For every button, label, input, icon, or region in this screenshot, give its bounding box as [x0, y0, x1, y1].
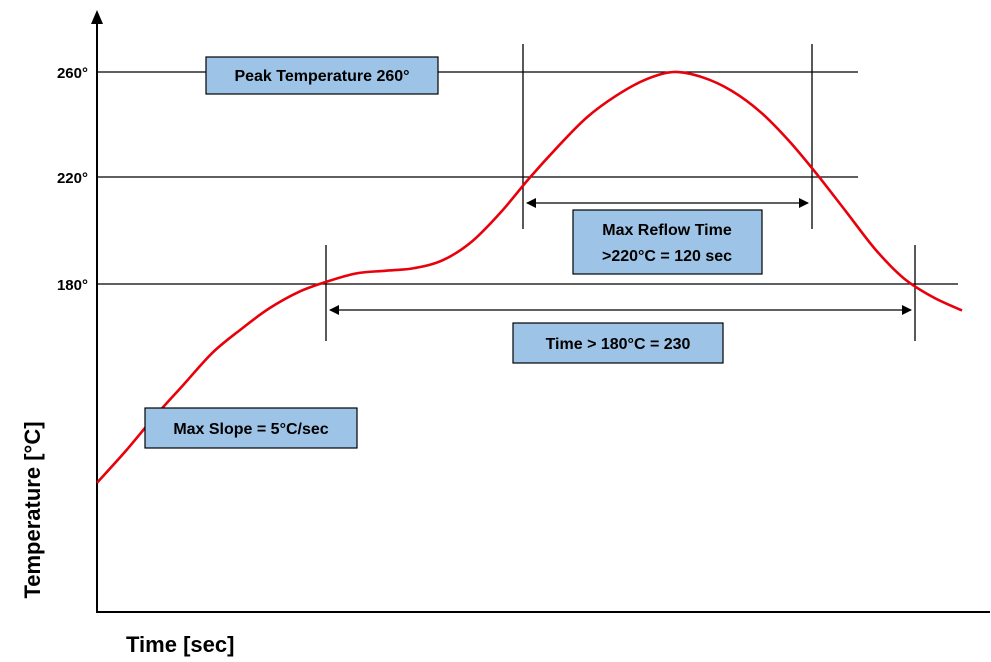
max-reflow-time-label-line2: >220°C = 120 sec [602, 248, 732, 265]
y-tick-label-220: 220° [57, 170, 88, 187]
max-reflow-time-annotation: Max Reflow Time >220°C = 120 sec [572, 209, 763, 275]
max-slope-box [144, 407, 358, 449]
max-reflow-time-label-line1: Max Reflow Time [602, 222, 732, 239]
temperature-profile-line [96, 70, 963, 484]
time-above-180-box [512, 322, 724, 364]
y-tick-label-260: 260° [57, 65, 88, 82]
y-tick-label-180: 180° [57, 277, 88, 294]
peak-temperature-box [205, 56, 439, 95]
time-above-180-label: Time > 180°C = 230 [546, 336, 691, 353]
max-slope-label: Max Slope = 5°C/sec [173, 421, 328, 438]
x-axis-title: Time [sec] [126, 632, 234, 657]
peak-temperature-annotation: Peak Temperature 260° [205, 56, 439, 95]
peak-temperature-label: Peak Temperature 260° [234, 68, 409, 85]
max-reflow-time-box [572, 209, 763, 275]
max-slope-annotation: Max Slope = 5°C/sec [144, 407, 358, 449]
y-axis-arrow-icon [91, 10, 103, 24]
y-axis-title: Temperature [°C] [20, 421, 45, 598]
time-above-180-annotation: Time > 180°C = 230 [512, 322, 724, 364]
